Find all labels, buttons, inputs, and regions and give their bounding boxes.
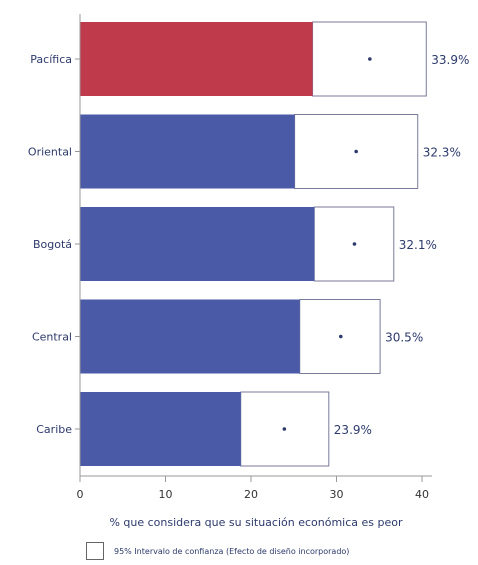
point-estimate <box>354 149 358 154</box>
bar <box>80 22 313 96</box>
value-label: 33.9% <box>431 53 469 67</box>
legend-swatch <box>86 542 104 560</box>
value-label: 23.9% <box>334 423 372 437</box>
category-label: Oriental <box>28 146 72 159</box>
point-estimate <box>368 57 372 61</box>
value-label: 30.5% <box>385 331 423 345</box>
point-estimate <box>338 334 343 339</box>
x-tick-label: 20 <box>244 488 258 501</box>
bar <box>80 392 241 466</box>
x-tick-label: 0 <box>77 488 84 501</box>
category-label: Pacífica <box>30 53 72 66</box>
x-tick-label: 40 <box>415 488 429 501</box>
x-tick-label: 30 <box>330 488 344 501</box>
category-label: Bogotá <box>33 238 72 251</box>
point-estimate <box>282 427 287 431</box>
x-tick-label: 10 <box>159 488 173 501</box>
category-label: Caribe <box>36 423 72 436</box>
axes-group <box>79 14 432 477</box>
point-estimate <box>352 242 357 246</box>
bars-group: 33.9% 32.3% 32.1% 30.5% 23.9% <box>80 21 469 467</box>
value-label: 32.1% <box>399 238 437 252</box>
bar <box>80 114 295 189</box>
legend-label: 95% Intervalo de confianza (Efecto de di… <box>114 546 350 556</box>
chart: 33.9% 32.3% 32.1% 30.5% 23.9% Pacífica Orient… <box>28 14 469 529</box>
x-axis-title: % que considera que su situación económi… <box>109 516 403 529</box>
value-label: 32.3% <box>423 146 461 160</box>
bar <box>80 207 315 281</box>
ticks-group: Pacífica Oriental Bogotá Central Caribe 0 10 20… <box>28 53 429 501</box>
category-label: Central <box>32 331 72 344</box>
legend: 95% Intervalo de confianza (Efecto de di… <box>86 540 349 562</box>
bar <box>80 299 300 374</box>
